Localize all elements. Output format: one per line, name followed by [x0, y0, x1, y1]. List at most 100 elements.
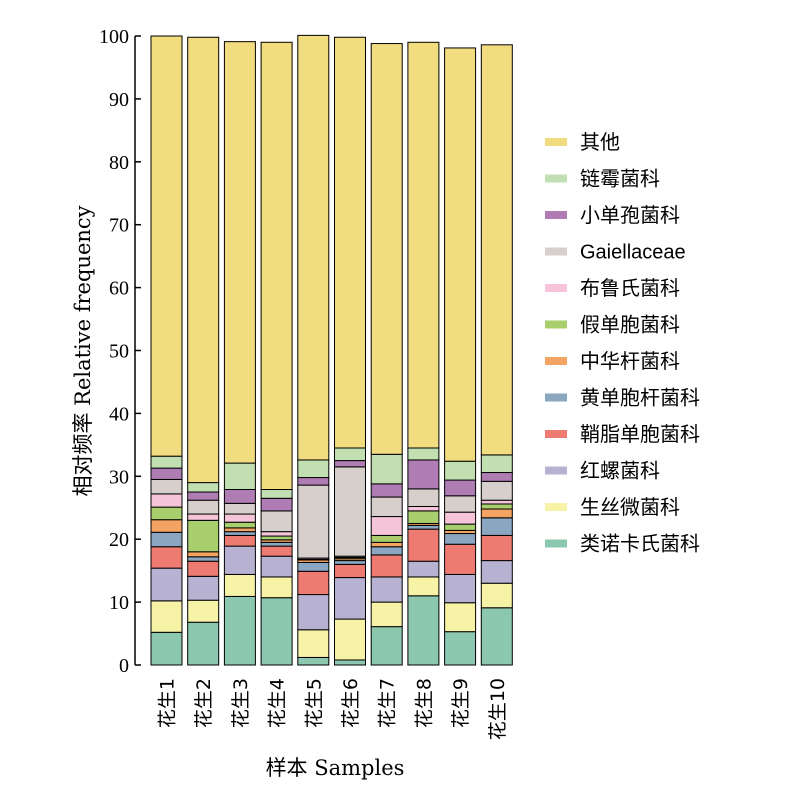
bar-segment [150, 631, 183, 666]
bar-segment [407, 488, 440, 507]
legend-swatch [545, 357, 567, 365]
bar-segment [260, 535, 293, 541]
legend-label: 假单胞菌科 [580, 313, 680, 337]
bar-segment [297, 656, 330, 666]
bar-segment [297, 477, 330, 486]
bar-segment [223, 513, 256, 523]
bar-segment [407, 510, 440, 524]
bar-segment [150, 493, 183, 508]
bar-segment [444, 511, 477, 525]
x-axis-title: 样本 Samples [266, 756, 405, 780]
y-tick-label: 20 [109, 529, 129, 551]
bar-segment [150, 567, 183, 602]
x-tick-label: 花生8 [413, 678, 435, 728]
legend-swatch [545, 320, 567, 329]
bar-segment [480, 517, 513, 536]
bar-segment [370, 534, 403, 543]
bar-segment [223, 41, 256, 464]
bar-segment [407, 576, 440, 597]
bar-segment [334, 659, 366, 666]
bar-segment [444, 533, 477, 545]
bar-segment [444, 543, 477, 575]
bar-segment [444, 573, 477, 604]
bar-segment [150, 600, 183, 633]
legend-item: 小单孢菌科 [545, 203, 680, 227]
x-tick-label: 花生1 [157, 678, 179, 728]
bar-segment [334, 466, 366, 557]
bar-segment [223, 489, 256, 504]
bar-segment [260, 555, 293, 578]
bar-segment [407, 528, 440, 562]
bar-segment [150, 455, 183, 469]
legend-label: 中华杆菌科 [580, 349, 680, 373]
bar-segment [407, 459, 440, 490]
bar-segment [150, 478, 183, 495]
bar-segment [444, 47, 477, 462]
legend-item: 链霉菌科 [545, 167, 660, 191]
bar-segment [187, 621, 220, 666]
bar-segment [260, 545, 293, 557]
legend-label: 类诺卡氏菌科 [580, 532, 700, 556]
bar-segment [223, 502, 256, 515]
y-tick-label: 100 [99, 26, 129, 48]
legend-swatch [545, 247, 567, 256]
x-tick-label: 花生7 [377, 678, 399, 728]
y-tick-label: 40 [109, 403, 129, 425]
bar-segment [407, 41, 440, 449]
bar-segment [150, 531, 183, 548]
bar-segment [187, 36, 220, 484]
bar-segment [223, 545, 256, 575]
y-tick-label: 70 [109, 215, 129, 237]
bars-layer [150, 34, 513, 666]
legend-item: 假单胞菌科 [545, 313, 680, 337]
bar-segment [480, 503, 513, 510]
legend-swatch [545, 466, 567, 475]
bar-segment [444, 460, 477, 481]
bar-segment [334, 36, 366, 449]
bar-segment [334, 563, 366, 579]
legend-swatch [545, 284, 567, 292]
bar-segment [480, 607, 513, 666]
bar-segment [444, 602, 477, 633]
legend-item: 鞘脂单胞菌科 [545, 422, 700, 446]
bar-segment [187, 491, 220, 501]
bar-segment [370, 546, 403, 556]
bar-segment [370, 601, 403, 628]
bar-segment [370, 554, 403, 578]
bar-segment [223, 521, 256, 529]
bar-segment [297, 594, 330, 631]
bar-segment [223, 462, 256, 491]
bar-segment [334, 560, 366, 565]
bar-segment [187, 556, 220, 562]
legend-label: 生丝微菌科 [580, 495, 680, 519]
y-tick-label: 80 [109, 152, 129, 174]
legend-swatch [545, 393, 567, 402]
bar-segment [334, 447, 366, 462]
x-tick-label: 花生2 [193, 678, 215, 728]
bar-segment [150, 467, 183, 480]
axes-layer [134, 35, 141, 666]
bar-segment [223, 595, 256, 666]
bar-segment [480, 44, 513, 456]
legend-item: 类诺卡氏菌科 [545, 532, 700, 556]
bar-segment [480, 480, 513, 501]
bar-segment [150, 519, 183, 533]
bar-segment [297, 459, 330, 479]
legend-swatch [545, 539, 567, 548]
legend-swatch [545, 211, 567, 219]
bar-segment [334, 618, 366, 661]
legend-label: 红螺菌科 [580, 459, 660, 483]
y-tick-label: 0 [119, 655, 129, 677]
bar-segment [297, 561, 330, 572]
legend-label: 其他 [580, 130, 620, 154]
bar-segment [150, 546, 183, 569]
bar-segment [407, 560, 440, 578]
bar-segment [260, 576, 293, 599]
bar-segment [223, 531, 256, 536]
legend-item: 红螺菌科 [545, 459, 660, 483]
bar-segment [480, 472, 513, 482]
bar-segment [187, 482, 220, 493]
bar-segment [480, 508, 513, 519]
